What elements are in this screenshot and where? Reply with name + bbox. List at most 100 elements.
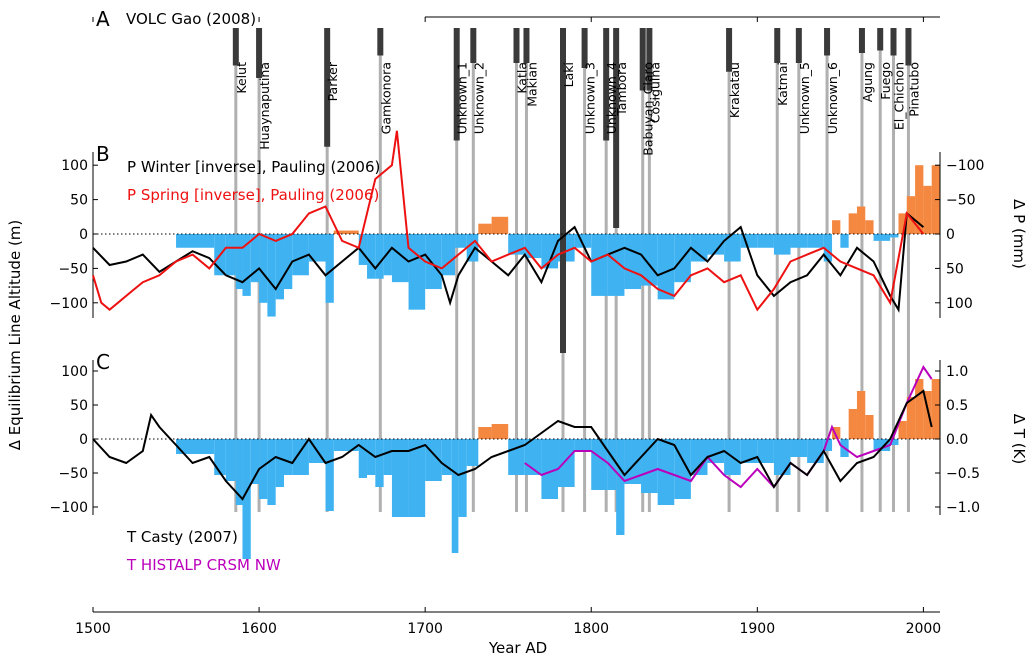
eruption-bar-18 — [858, 28, 865, 53]
panel-b-bar-0 — [176, 234, 215, 248]
panel-c-left-tick-label-1: 50 — [70, 398, 88, 414]
panel-b-bar-51 — [873, 234, 891, 241]
panel-b-bar-34 — [641, 234, 658, 286]
panel-c-bar-51 — [856, 391, 866, 439]
panel-c-right-ticks: 1.0 0.5 0.0 −0.5 −1.0 — [935, 364, 980, 516]
eruption-label-9: Unknown_3 — [583, 62, 598, 134]
panel-c-bar-15 — [367, 439, 376, 475]
panel-c-bar-34 — [616, 439, 625, 535]
x-tick-label-3: 1800 — [573, 621, 609, 637]
panel-b-bar-44 — [807, 234, 824, 248]
eruption-label-21: Pinatubo — [906, 62, 921, 117]
panel-c-bar-2 — [225, 439, 236, 481]
panel-b-bar-55 — [915, 165, 924, 234]
panel-b-bar-20 — [425, 234, 442, 290]
panel-c-right-tick-label-1: 0.5 — [946, 398, 968, 414]
panel-b-bar-18 — [391, 234, 409, 283]
eruption-label-17: Unknown_6 — [825, 62, 840, 134]
panel-b-bar-8 — [275, 234, 284, 300]
panel-a: A VOLC Gao (2008) — [96, 7, 256, 31]
panel-b-left-tick-label-0: 100 — [61, 158, 88, 174]
panel-c-right-tick-label-0: 1.0 — [946, 364, 968, 380]
panel-b-right-tick-label-0: −100 — [946, 158, 984, 174]
panel-c-bar-24 — [466, 439, 479, 466]
panel-c-bar-26 — [491, 424, 509, 439]
panel-b-bar-47 — [840, 234, 849, 248]
eruption-label-7: Makian — [524, 62, 539, 107]
panel-c-bar-48 — [832, 427, 841, 439]
panel-c: 100 50 0 −50 −100 1.0 0.5 0.0 −0.5 −1.0 C T Cast… — [50, 350, 1028, 574]
panel-b-bar-27 — [524, 234, 542, 259]
legend-t-histalp: T HISTALP CRSM NW — [126, 556, 281, 574]
panel-b-bar-6 — [259, 234, 268, 303]
eruption-bar-11 — [613, 28, 620, 228]
panel-c-left-tick-label-0: 100 — [61, 364, 88, 380]
panel-c-bar-35 — [624, 439, 642, 484]
panel-b-bar-13 — [333, 230, 359, 234]
eruption-label-14: Krakatau — [727, 62, 742, 118]
panel-b-bar-21 — [441, 234, 456, 276]
panel-c-bar-21 — [441, 439, 452, 475]
panel-b-bar-38 — [707, 234, 725, 255]
panel-c-bar-10 — [292, 439, 309, 475]
series-p-winter — [92, 211, 925, 313]
panel-b-bar-22 — [455, 234, 467, 248]
panel-c-bar-12 — [325, 439, 334, 511]
legend-p-winter: P Winter [inverse], Pauling (2006) — [127, 158, 380, 176]
panel-b-left-tick-label-2: 0 — [79, 227, 88, 243]
panel-c-bar-29 — [541, 439, 559, 499]
panel-c-bar-17 — [383, 439, 392, 475]
volcano-bars — [232, 28, 912, 353]
eruption-label-0: Kelut — [234, 62, 249, 94]
legend-p-spring: P Spring [inverse], Pauling (2006) — [127, 186, 379, 204]
panel-b-bar-49 — [856, 206, 866, 234]
eruption-bar-0 — [232, 28, 239, 66]
panel-b-bar-17 — [383, 234, 392, 276]
panel-c-bar-19 — [408, 439, 426, 517]
eruption-bar-6 — [513, 28, 520, 63]
panel-b-bar-14 — [358, 234, 368, 265]
panel-b-bar-2 — [225, 234, 236, 276]
eruption-bar-12 — [639, 28, 646, 91]
panel-c-bar-33 — [607, 439, 617, 490]
eruption-bar-2 — [324, 28, 331, 147]
eruption-bar-16 — [795, 28, 802, 63]
panel-c-bar-4 — [242, 439, 251, 559]
panel-b-bar-19 — [408, 234, 426, 310]
panel-c-bar-40 — [707, 439, 725, 463]
panel-c-bar-1 — [214, 439, 226, 475]
panel-c-bar-0 — [176, 439, 215, 454]
panel-b-bar-10 — [292, 234, 309, 276]
panel-c-bar-50 — [848, 409, 857, 439]
panel-c-bar-27 — [508, 439, 525, 475]
panel-b-bar-15 — [367, 234, 376, 279]
series-t-casty — [92, 389, 933, 501]
panel-b-bar-43 — [790, 234, 808, 248]
x-axis: Year AD 1500 1600 1700 1800 1900 2000 — [75, 16, 941, 657]
volcano-labels: Kelut Huaynaputina Parker Gamkonora Unknown_… — [234, 61, 922, 156]
panel-c-bar-32 — [591, 439, 608, 490]
panel-b-bar-24 — [478, 223, 492, 234]
panel-b-lines — [92, 130, 925, 313]
panel-b-bar-52 — [890, 234, 899, 238]
eruption-bar-19 — [877, 28, 884, 51]
eruption-bar-10 — [603, 28, 610, 141]
panel-b-bar-25 — [491, 216, 509, 234]
panel-c-bar-23 — [458, 439, 467, 517]
panel-c-bar-31 — [574, 439, 592, 451]
eruption-label-4: Unknown_1 — [455, 62, 470, 134]
panel-b-left-tick-label-4: −100 — [50, 296, 88, 312]
eruption-label-19: Fuego — [878, 62, 893, 100]
panel-c-lines — [92, 364, 933, 501]
x-tick-label-4: 1900 — [739, 621, 775, 637]
panel-c-bar-59 — [931, 379, 940, 439]
panel-c-bar-25 — [478, 427, 492, 439]
eruption-bar-3 — [377, 28, 384, 56]
eruption-label-13: Cosiguina — [647, 62, 662, 123]
panel-c-bar-14 — [358, 439, 368, 478]
panel-b-left-tick-label-3: −50 — [58, 261, 88, 277]
eruption-label-18: Agung — [860, 62, 875, 102]
panel-c-bar-58 — [923, 391, 932, 439]
eruption-label-15: Katmai — [775, 62, 790, 106]
